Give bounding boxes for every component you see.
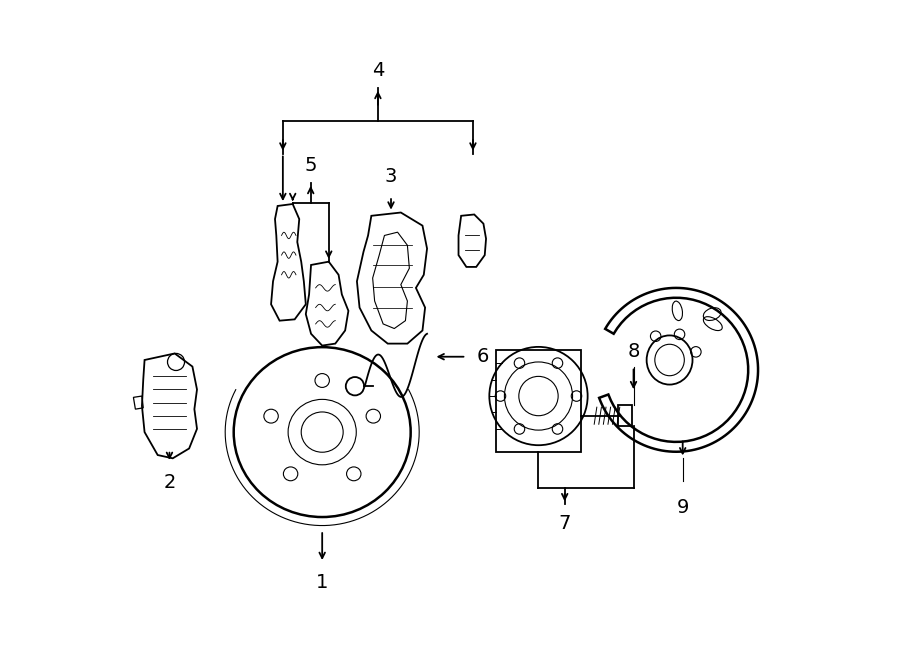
Text: 1: 1 [316, 572, 328, 592]
Text: 4: 4 [372, 61, 384, 80]
Text: 5: 5 [304, 156, 317, 175]
Text: 9: 9 [677, 498, 688, 517]
Text: 8: 8 [627, 342, 640, 362]
Text: 6: 6 [476, 347, 489, 366]
Text: 2: 2 [163, 473, 176, 492]
Bar [496, 350, 581, 451]
Text: 3: 3 [385, 167, 397, 186]
Text: 7: 7 [559, 514, 571, 533]
